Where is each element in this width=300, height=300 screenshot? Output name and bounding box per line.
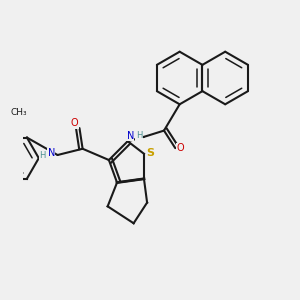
Text: N: N (48, 148, 55, 158)
Text: S: S (146, 148, 154, 158)
Text: H: H (136, 131, 142, 140)
Text: O: O (71, 118, 78, 128)
Text: CH₃: CH₃ (11, 108, 27, 117)
Text: H: H (39, 151, 46, 160)
Text: N: N (127, 130, 134, 141)
Text: O: O (176, 143, 184, 153)
